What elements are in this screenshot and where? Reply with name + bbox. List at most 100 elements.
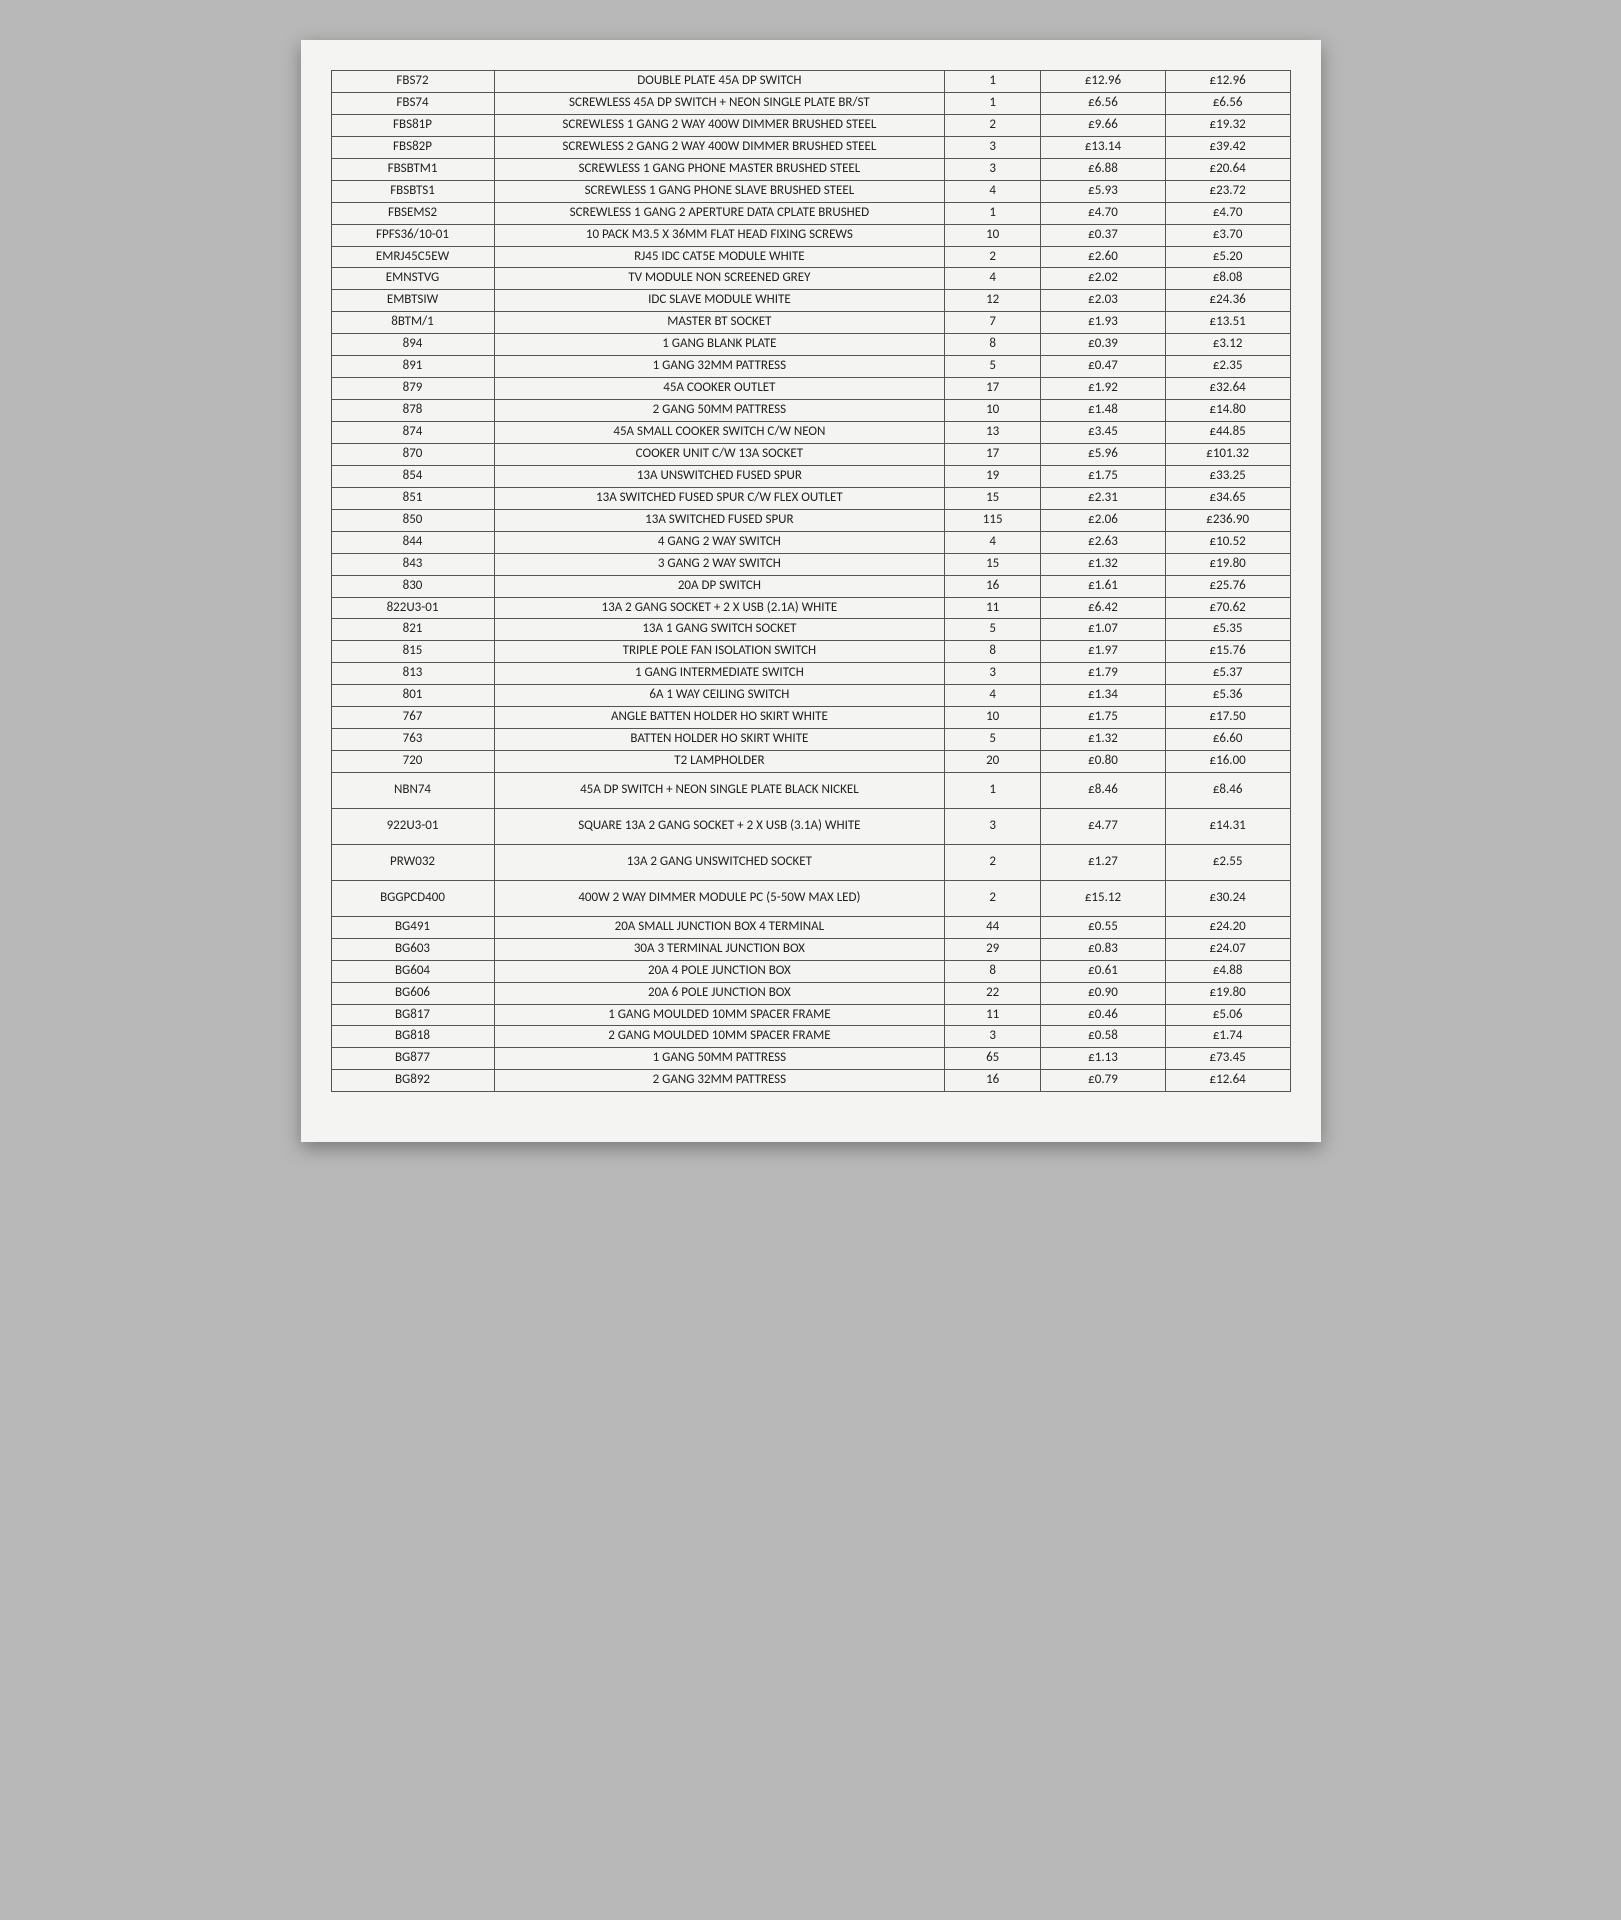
cell-code: FBS74 (331, 92, 494, 114)
cell-desc: 13A 2 GANG SOCKET + 2 X USB (2.1A) WHITE (494, 597, 945, 619)
cell-price: £2.63 (1041, 531, 1166, 553)
cell-price: £2.03 (1041, 290, 1166, 312)
cell-qty: 3 (945, 663, 1041, 685)
cell-total: £19.32 (1165, 114, 1290, 136)
cell-price: £5.93 (1041, 180, 1166, 202)
table-row: 85113A SWITCHED FUSED SPUR C/W FLEX OUTL… (331, 487, 1290, 509)
cell-qty: 115 (945, 509, 1041, 531)
cell-code: EMBTSIW (331, 290, 494, 312)
cell-total: £70.62 (1165, 597, 1290, 619)
cell-qty: 17 (945, 378, 1041, 400)
cell-total: £73.45 (1165, 1048, 1290, 1070)
cell-price: £1.32 (1041, 729, 1166, 751)
cell-price: £2.31 (1041, 487, 1166, 509)
table-row: BG49120A SMALL JUNCTION BOX 4 TERMINAL44… (331, 916, 1290, 938)
cell-desc: 45A SMALL COOKER SWITCH C/W NEON (494, 422, 945, 444)
cell-code: BG877 (331, 1048, 494, 1070)
cell-qty: 3 (945, 158, 1041, 180)
cell-price: £0.58 (1041, 1026, 1166, 1048)
cell-total: £5.20 (1165, 246, 1290, 268)
table-row: 8444 GANG 2 WAY SWITCH4£2.63£10.52 (331, 531, 1290, 553)
cell-desc: BATTEN HOLDER HO SKIRT WHITE (494, 729, 945, 751)
cell-code: EMNSTVG (331, 268, 494, 290)
cell-total: £25.76 (1165, 575, 1290, 597)
cell-code: 815 (331, 641, 494, 663)
cell-code: 878 (331, 400, 494, 422)
cell-code: BG491 (331, 916, 494, 938)
cell-qty: 8 (945, 334, 1041, 356)
table-row: EMBTSIWIDC SLAVE MODULE WHITE12£2.03£24.… (331, 290, 1290, 312)
cell-code: 801 (331, 685, 494, 707)
cell-total: £39.42 (1165, 136, 1290, 158)
table-row: FBS74SCREWLESS 45A DP SWITCH + NEON SING… (331, 92, 1290, 114)
cell-code: BG606 (331, 982, 494, 1004)
table-row: BG60620A 6 POLE JUNCTION BOX22£0.90£19.8… (331, 982, 1290, 1004)
cell-price: £5.96 (1041, 443, 1166, 465)
cell-desc: 2 GANG 50MM PATTRESS (494, 400, 945, 422)
cell-price: £0.39 (1041, 334, 1166, 356)
cell-qty: 4 (945, 531, 1041, 553)
cell-price: £0.83 (1041, 938, 1166, 960)
cell-desc: 2 GANG MOULDED 10MM SPACER FRAME (494, 1026, 945, 1048)
cell-total: £20.64 (1165, 158, 1290, 180)
cell-code: PRW032 (331, 844, 494, 880)
cell-price: £4.77 (1041, 808, 1166, 844)
cell-price: £1.75 (1041, 707, 1166, 729)
cell-qty: 11 (945, 597, 1041, 619)
cell-price: £1.13 (1041, 1048, 1166, 1070)
cell-code: 813 (331, 663, 494, 685)
cell-qty: 1 (945, 92, 1041, 114)
cell-qty: 3 (945, 136, 1041, 158)
cell-price: £4.70 (1041, 202, 1166, 224)
cell-desc: 4 GANG 2 WAY SWITCH (494, 531, 945, 553)
cell-code: FBS82P (331, 136, 494, 158)
cell-desc: T2 LAMPHOLDER (494, 751, 945, 773)
cell-code: BGGPCD400 (331, 880, 494, 916)
cell-price: £0.46 (1041, 1004, 1166, 1026)
cell-code: FBS81P (331, 114, 494, 136)
cell-qty: 8 (945, 641, 1041, 663)
table-row: FBSBTM1SCREWLESS 1 GANG PHONE MASTER BRU… (331, 158, 1290, 180)
cell-total: £16.00 (1165, 751, 1290, 773)
cell-total: £8.46 (1165, 773, 1290, 809)
cell-price: £1.75 (1041, 465, 1166, 487)
table-row: 8782 GANG 50MM PATTRESS10£1.48£14.80 (331, 400, 1290, 422)
cell-desc: 13A 2 GANG UNSWITCHED SOCKET (494, 844, 945, 880)
cell-desc: 400W 2 WAY DIMMER MODULE PC (5-50W MAX L… (494, 880, 945, 916)
table-row: 8131 GANG INTERMEDIATE SWITCH3£1.79£5.37 (331, 663, 1290, 685)
cell-price: £6.88 (1041, 158, 1166, 180)
cell-total: £4.70 (1165, 202, 1290, 224)
cell-total: £5.36 (1165, 685, 1290, 707)
cell-qty: 16 (945, 575, 1041, 597)
cell-desc: 20A SMALL JUNCTION BOX 4 TERMINAL (494, 916, 945, 938)
cell-total: £5.06 (1165, 1004, 1290, 1026)
cell-total: £4.88 (1165, 960, 1290, 982)
cell-price: £0.37 (1041, 224, 1166, 246)
table-row: NBN7445A DP SWITCH + NEON SINGLE PLATE B… (331, 773, 1290, 809)
cell-qty: 7 (945, 312, 1041, 334)
cell-desc: COOKER UNIT C/W 13A SOCKET (494, 443, 945, 465)
table-row: FPFS36/10-0110 PACK M3.5 X 36MM FLAT HEA… (331, 224, 1290, 246)
cell-total: £17.50 (1165, 707, 1290, 729)
cell-total: £3.70 (1165, 224, 1290, 246)
cell-desc: RJ45 IDC CAT5E MODULE WHITE (494, 246, 945, 268)
cell-desc: SCREWLESS 1 GANG PHONE MASTER BRUSHED ST… (494, 158, 945, 180)
cell-desc: 2 GANG 32MM PATTRESS (494, 1070, 945, 1092)
cell-desc: 1 GANG 50MM PATTRESS (494, 1048, 945, 1070)
cell-code: BG603 (331, 938, 494, 960)
table-row: 767ANGLE BATTEN HOLDER HO SKIRT WHITE10£… (331, 707, 1290, 729)
cell-code: EMRJ45C5EW (331, 246, 494, 268)
cell-price: £1.27 (1041, 844, 1166, 880)
cell-desc: 10 PACK M3.5 X 36MM FLAT HEAD FIXING SCR… (494, 224, 945, 246)
cell-desc: 3 GANG 2 WAY SWITCH (494, 553, 945, 575)
cell-total: £44.85 (1165, 422, 1290, 444)
cell-price: £1.92 (1041, 378, 1166, 400)
price-table: FBS72DOUBLE PLATE 45A DP SWITCH1£12.96£1… (331, 70, 1291, 1092)
cell-qty: 11 (945, 1004, 1041, 1026)
cell-price: £6.56 (1041, 92, 1166, 114)
cell-code: 821 (331, 619, 494, 641)
cell-code: 830 (331, 575, 494, 597)
cell-total: £3.12 (1165, 334, 1290, 356)
cell-desc: 20A 6 POLE JUNCTION BOX (494, 982, 945, 1004)
cell-total: £2.35 (1165, 356, 1290, 378)
